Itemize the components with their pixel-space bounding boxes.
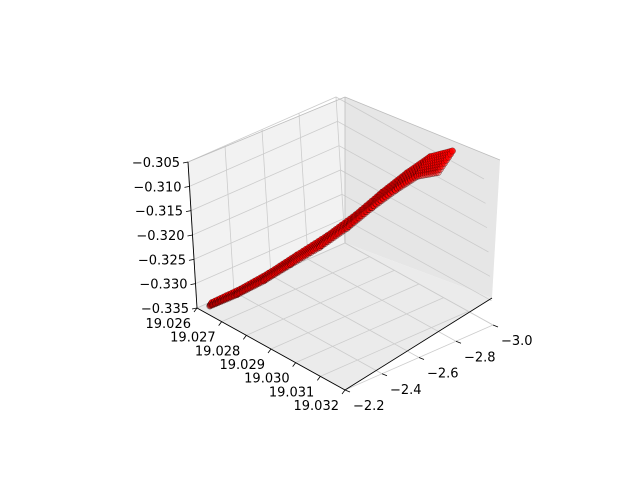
z-tick-label: −0.330	[139, 278, 187, 293]
z-axis-ticks: −0.305 −0.310 −0.315 −0.320 −0.325 −0.330 −0.3…	[132, 156, 198, 317]
z-tick-mark	[191, 307, 198, 310]
grid-line	[192, 169, 489, 253]
grid-line	[187, 96, 485, 180]
z-tick-label: −0.325	[138, 253, 186, 268]
grid-line	[307, 258, 457, 342]
y-tick-mark	[492, 324, 499, 328]
z-tick-mark	[185, 210, 192, 213]
x-tick-label: 19.026	[146, 317, 192, 332]
x-tick-label: 19.027	[170, 331, 216, 346]
grid-line	[270, 275, 420, 358]
x-axis-ticks: 19.02619.02719.02819.02919.03019.03119.0…	[146, 307, 346, 414]
z-tick-label: −0.315	[135, 205, 183, 220]
y-tick-mark	[381, 373, 388, 377]
scatter-point	[448, 147, 456, 155]
y-tick-label: −2.6	[427, 367, 459, 382]
x-tick-mark	[267, 348, 272, 354]
grid-line	[193, 193, 491, 277]
z-tick-mark	[188, 258, 195, 261]
z-tick-label: −0.305	[132, 156, 180, 171]
x-tick-mark	[317, 376, 321, 381]
x-tick-mark	[341, 389, 346, 395]
x-tick-mark	[243, 335, 247, 340]
x-tick-label: 19.032	[294, 399, 340, 414]
z-tick-mark	[187, 234, 193, 237]
z-tick-mark	[190, 283, 196, 286]
grid-line	[195, 218, 492, 302]
z-tick-label: −0.335	[141, 302, 189, 317]
x-tick-label: 19.028	[195, 344, 241, 359]
scatter-points	[206, 147, 456, 310]
x-tick-mark	[292, 362, 296, 367]
y-tick-mark	[344, 389, 351, 393]
x-tick-label: 19.031	[269, 385, 315, 400]
z-tick-mark	[182, 161, 189, 164]
grid-line	[233, 291, 383, 375]
x-tick-label: 19.029	[220, 358, 266, 373]
y-tick-label: −2.2	[353, 399, 385, 414]
x-tick-mark	[218, 321, 222, 326]
y-tick-mark	[418, 357, 425, 360]
y-tick-label: −3.0	[501, 334, 533, 349]
grid-line	[190, 145, 488, 229]
z-tick-label: −0.310	[133, 180, 181, 195]
x-tick-label: 19.030	[244, 372, 290, 387]
y-axis-line	[344, 297, 493, 391]
y-tick-label: −2.8	[464, 350, 496, 365]
y-tick-label: −2.4	[390, 383, 422, 398]
y-axis-ticks: −3.0 −2.8 −2.6 −2.4 −2.2	[344, 324, 533, 414]
y-tick-mark	[455, 340, 462, 344]
x-tick-mark	[193, 307, 198, 313]
z-tick-label: −0.320	[136, 229, 184, 244]
z-tick-mark	[184, 185, 190, 188]
